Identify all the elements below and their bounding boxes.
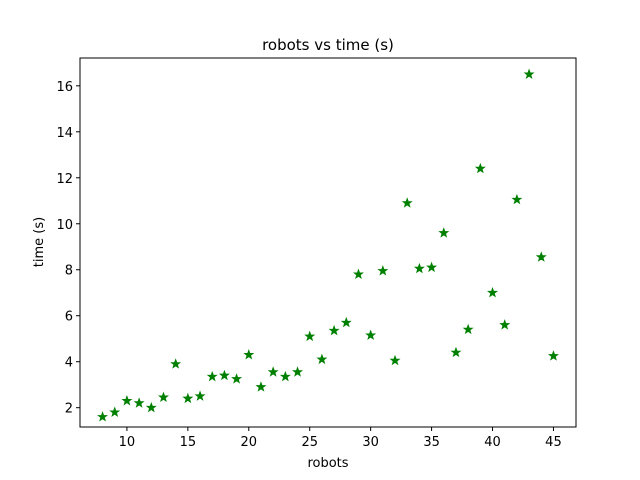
data-points	[97, 68, 559, 422]
y-tick-label: 6	[65, 310, 73, 325]
data-point-star	[535, 251, 547, 262]
data-point-star	[438, 227, 450, 238]
x-tick-label: 25	[301, 435, 318, 450]
data-point-star	[243, 349, 255, 360]
data-point-star	[157, 391, 169, 403]
data-point-star	[109, 406, 121, 417]
data-point-star	[304, 330, 316, 342]
x-axis-label: robots	[307, 456, 348, 471]
data-point-star	[182, 392, 194, 404]
x-axis-ticks: 10 15 20 25 30 35 40 45	[119, 427, 562, 450]
y-axis-ticks: 2 4 6 8 10 12 14 16	[56, 80, 80, 417]
data-point-star	[413, 262, 425, 274]
data-point-star	[462, 323, 474, 335]
data-point-star	[218, 369, 230, 381]
data-point-star	[547, 350, 559, 361]
data-point-star	[279, 370, 291, 382]
data-point-star	[389, 354, 401, 366]
x-tick-label: 10	[119, 435, 136, 450]
data-point-star	[352, 268, 364, 280]
y-tick-label: 16	[56, 80, 73, 95]
data-point-star	[145, 401, 157, 413]
data-point-star	[523, 68, 535, 79]
data-point-star	[474, 162, 486, 174]
y-tick-label: 14	[56, 126, 73, 141]
x-tick-label: 20	[241, 435, 258, 450]
data-point-star	[426, 261, 438, 273]
y-tick-label: 2	[65, 402, 73, 417]
chart-title: robots vs time (s)	[262, 36, 394, 54]
y-tick-label: 4	[65, 356, 73, 371]
y-tick-label: 12	[56, 172, 73, 187]
data-point-star	[267, 366, 279, 377]
x-tick-label: 45	[545, 435, 562, 450]
x-tick-label: 30	[362, 435, 379, 450]
data-point-star	[231, 373, 243, 384]
data-point-star	[170, 358, 182, 369]
data-point-star	[499, 319, 511, 330]
data-point-star	[133, 397, 145, 408]
data-point-star	[377, 265, 389, 276]
x-tick-label: 15	[180, 435, 197, 450]
data-point-star	[511, 193, 523, 205]
y-axis-label: time (s)	[32, 217, 47, 267]
data-point-star	[328, 324, 340, 336]
data-point-star	[206, 370, 218, 382]
data-point-star	[255, 381, 267, 392]
y-tick-label: 10	[56, 218, 73, 233]
data-point-star	[340, 316, 352, 328]
y-tick-label: 8	[65, 264, 73, 279]
x-tick-label: 40	[484, 435, 501, 450]
plot-frame	[79, 57, 577, 428]
data-point-star	[97, 411, 109, 422]
data-point-star	[365, 329, 377, 340]
data-point-star	[487, 286, 499, 298]
data-point-star	[292, 366, 304, 377]
data-point-star	[450, 346, 462, 358]
data-point-star	[121, 395, 133, 406]
data-point-star	[316, 353, 328, 365]
data-point-star	[401, 197, 413, 208]
data-point-star	[194, 390, 206, 401]
x-tick-label: 35	[423, 435, 440, 450]
